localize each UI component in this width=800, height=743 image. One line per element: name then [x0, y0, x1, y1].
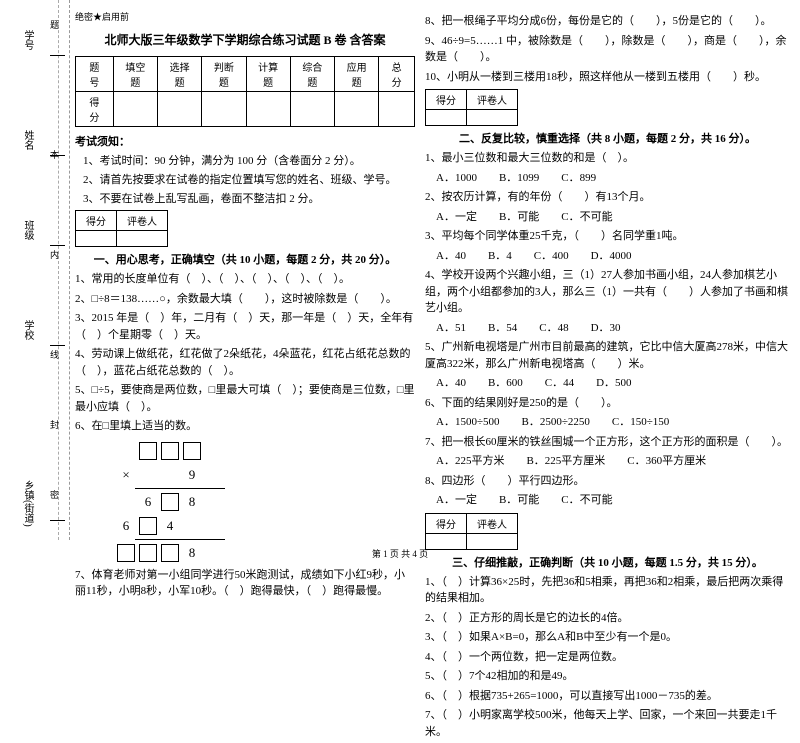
th-judge: 判断题 — [202, 57, 246, 92]
inner-label-0: 题 — [48, 20, 61, 29]
q2-8o: A．一定 B．可能 C．不可能 — [425, 492, 790, 509]
notice-2: 2、请首先按要求在试卷的指定位置填写您的姓名、班级、学号。 — [83, 171, 415, 187]
notice-head: 考试须知： — [75, 133, 415, 149]
section-1b: 7、体育老师对第一小组同学进行50米跑测试，成绩如下小红9秒，小丽11秒，小明8… — [75, 567, 415, 600]
q1-9: 9、46÷9=5……1 中，被除数是（ ），除数是（ ），商是（ ），余数是（ … — [425, 33, 790, 66]
grade-score-3: 得分 — [426, 513, 467, 533]
inner-label-4: 封 — [48, 420, 61, 429]
left-column: 绝密★启用前 北师大版三年级数学下学期综合练习试题 B 卷 含答案 题 号 填空… — [75, 10, 415, 603]
th-app: 应用题 — [335, 57, 379, 92]
th-fill: 填空题 — [113, 57, 157, 92]
multiplication-grid: ×9 68 64 8 — [115, 440, 415, 564]
q1-6: 6、在□里填上适当的数。 — [75, 418, 415, 435]
q2-1o: A．1000 B．1099 C．899 — [425, 170, 790, 187]
right-column: 8、把一根绳子平均分成6份，每份是它的（ ），5份是它的（ ）。 9、46÷9=… — [425, 10, 790, 743]
q2-7: 7、把一根长60厘米的铁丝围城一个正方形，这个正方形的面积是（ ）。 — [425, 434, 790, 451]
binding-sidebar: 学号 姓名 班级 学校 乡镇(街道) 题 本 内 线 封 密 — [0, 0, 70, 540]
q2-1: 1、最小三位数和最大三位数的和是（ ）。 — [425, 150, 790, 167]
inner-label-1: 本 — [48, 150, 61, 159]
q1-5: 5、□÷5，要使商是两位数，□里最大可填（ ）；要使商是三位数，□里最小应填（ … — [75, 382, 415, 415]
section-3-questions: 1、（ ）计算36×25时，先把36和5相乘，再把36和2相乘，最后把两次乘得的… — [425, 574, 790, 741]
th-calc: 计算题 — [246, 57, 290, 92]
q3-1: 1、（ ）计算36×25时，先把36和5相乘，再把36和2相乘，最后把两次乘得的… — [425, 574, 790, 607]
label-name: 姓名 — [20, 130, 35, 150]
section-1-title: 一、用心思考，正确填空（共 10 小题，每题 2 分，共 20 分）。 — [75, 251, 415, 267]
q3-6: 6、（ ）根据735+265=1000，可以直接写出1000－735的差。 — [425, 688, 790, 705]
q1-10: 10、小明从一楼到三楼用18秒，照这样他从一楼到五楼用（ ）秒。 — [425, 69, 790, 86]
q2-4o: A．51 B．54 C．48 D．30 — [425, 320, 790, 337]
label-school: 学校 — [20, 320, 35, 340]
grade-box-2: 得分评卷人 — [425, 89, 518, 126]
q2-3: 3、平均每个同学体重25千克，（ ）名同学重1吨。 — [425, 228, 790, 245]
section-1-questions: 1、常用的长度单位有（ ）、（ ）、（ ）、（ ）、（ ）。 2、□÷8＝138… — [75, 271, 415, 435]
score-table: 题 号 填空题 选择题 判断题 计算题 综合题 应用题 总分 得 分 — [75, 56, 415, 127]
inner-label-3: 线 — [48, 350, 61, 359]
digit-4: 4 — [159, 518, 181, 534]
grade-score-2: 得分 — [426, 90, 467, 110]
q2-5: 5、广州新电视塔是广州市目前最高的建筑，它比中信大厦高278米，中信大厦高322… — [425, 339, 790, 372]
times-sign: × — [115, 467, 137, 483]
inner-label-5: 密 — [48, 490, 61, 499]
digit-9: 9 — [181, 467, 203, 483]
digit-6a: 6 — [137, 494, 159, 510]
th-num: 题 号 — [76, 57, 114, 92]
section-1-cont: 8、把一根绳子平均分成6份，每份是它的（ ），5份是它的（ ）。 9、46÷9=… — [425, 13, 790, 85]
grade-box-3: 得分评卷人 — [425, 513, 518, 550]
th-choice: 选择题 — [158, 57, 202, 92]
page-footer: 第 1 页 共 4 页 — [0, 547, 800, 560]
q2-4: 4、学校开设两个兴趣小组，三（1）27人参加书画小组，24人参加棋艺小组，两个小… — [425, 267, 790, 317]
digit-6b: 6 — [115, 518, 137, 534]
q1-3: 3、2015 年是（ ）年，二月有（ ）天，那一年是（ ）天，全年有（ ）个星期… — [75, 310, 415, 343]
q3-4: 4、（ ）一个两位数，把一定是两位数。 — [425, 649, 790, 666]
q1-4: 4、劳动课上做纸花，红花做了2朵纸花，4朵蓝花，红花占纸花总数的（ ），蓝花占纸… — [75, 346, 415, 379]
notice-3: 3、不要在试卷上乱写乱画，卷面不整洁扣 2 分。 — [83, 190, 415, 206]
notice-1: 1、考试时间：90 分钟，满分为 100 分（含卷面分 2 分）。 — [83, 152, 415, 168]
inner-label-2: 内 — [48, 250, 61, 259]
notice-list: 1、考试时间：90 分钟，满分为 100 分（含卷面分 2 分）。 2、请首先按… — [83, 152, 415, 206]
q2-2: 2、按农历计算，有的年份（ ）有13个月。 — [425, 189, 790, 206]
q3-3: 3、（ ）如果A×B=0，那么A和B中至少有一个是0。 — [425, 629, 790, 646]
q2-2o: A．一定 B．可能 C．不可能 — [425, 209, 790, 226]
label-class: 班级 — [20, 220, 35, 240]
grade-box-1: 得分评卷人 — [75, 210, 168, 247]
q1-7: 7、体育老师对第一小组同学进行50米跑测试，成绩如下小红9秒，小丽11秒，小明8… — [75, 567, 415, 600]
q1-8: 8、把一根绳子平均分成6份，每份是它的（ ），5份是它的（ ）。 — [425, 13, 790, 30]
grade-score: 得分 — [76, 211, 117, 231]
q2-8: 8、四边形（ ）平行四边形。 — [425, 473, 790, 490]
q1-2: 2、□÷8＝138……○，余数最大填（ ），这时被除数是（ ）。 — [75, 291, 415, 308]
grade-marker: 评卷人 — [117, 211, 168, 231]
q3-7: 7、（ ）小明家离学校500米，他每天上学、回家，一个来回一共要走1千米。 — [425, 707, 790, 740]
q3-5: 5、（ ）7个42相加的和是49。 — [425, 668, 790, 685]
q2-3o: A．40 B．4 C．400 D．4000 — [425, 248, 790, 265]
section-2-questions: 1、最小三位数和最大三位数的和是（ ）。 A．1000 B．1099 C．899… — [425, 150, 790, 509]
q2-6o: A．1500÷500 B．2500÷2250 C．150÷150 — [425, 414, 790, 431]
label-town: 乡镇(街道) — [20, 480, 35, 527]
q2-7o: A．225平方米 B．225平方厘米 C．360平方厘米 — [425, 453, 790, 470]
th-comp: 综合题 — [290, 57, 334, 92]
th-total: 总分 — [379, 57, 415, 92]
exam-title: 北师大版三年级数学下学期综合练习试题 B 卷 含答案 — [75, 31, 415, 48]
classified-label: 绝密★启用前 — [75, 10, 415, 23]
td-score-label: 得 分 — [76, 92, 114, 127]
grade-marker-3: 评卷人 — [467, 513, 518, 533]
q3-2: 2、（ ）正方形的周长是它的边长的4倍。 — [425, 610, 790, 627]
section-2-title: 二、反复比较，慎重选择（共 8 小题，每题 2 分，共 16 分）。 — [425, 130, 790, 146]
q1-1: 1、常用的长度单位有（ ）、（ ）、（ ）、（ ）、（ ）。 — [75, 271, 415, 288]
grade-marker-2: 评卷人 — [467, 90, 518, 110]
q2-6: 6、下面的结果刚好是250的是（ ）。 — [425, 395, 790, 412]
digit-8a: 8 — [181, 494, 203, 510]
label-student-id: 学号 — [20, 30, 35, 50]
q2-5o: A．40 B．600 C．44 D．500 — [425, 375, 790, 392]
